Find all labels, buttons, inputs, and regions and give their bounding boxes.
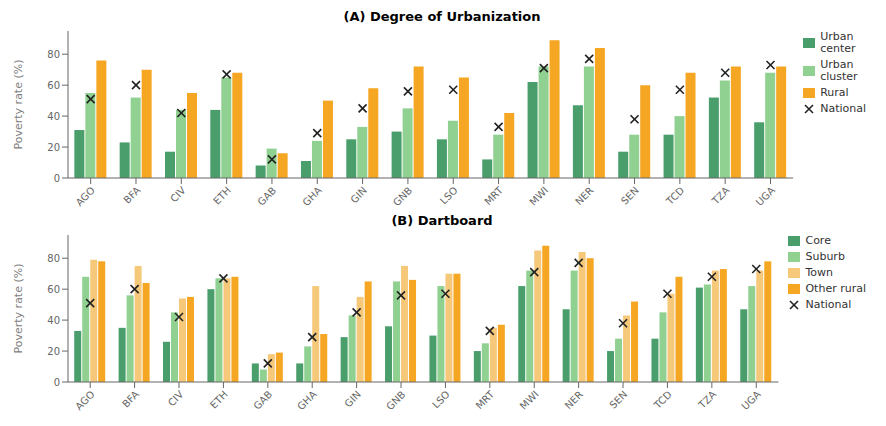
html-text:(A) Degree of Urbanization: (A) Degree of Urbanization xyxy=(343,9,541,24)
svg-text:GIN: GIN xyxy=(342,389,363,410)
svg-text:20: 20 xyxy=(47,346,60,357)
svg-text:80: 80 xyxy=(47,253,60,264)
svg-text:TZA: TZA xyxy=(696,389,719,412)
svg-text:LSO: LSO xyxy=(438,185,460,207)
svg-text:BFA: BFA xyxy=(122,185,143,206)
svg-text:MRT: MRT xyxy=(474,388,497,411)
svg-text:Poverty rate (%): Poverty rate (%) xyxy=(12,264,25,354)
svg-text:GHA: GHA xyxy=(300,185,324,209)
html-text:Suburb: Suburb xyxy=(805,250,845,263)
svg-text:LSO: LSO xyxy=(430,389,452,411)
svg-text:MRT: MRT xyxy=(482,184,505,207)
svg-text:40: 40 xyxy=(47,111,60,122)
svg-text:GAB: GAB xyxy=(255,185,278,208)
svg-text:40: 40 xyxy=(47,315,60,326)
svg-text:AGO: AGO xyxy=(74,185,98,209)
svg-text:80: 80 xyxy=(47,49,60,60)
svg-text:SEN: SEN xyxy=(607,389,629,411)
svg-text:AGO: AGO xyxy=(73,389,97,413)
svg-text:TZA: TZA xyxy=(709,185,732,208)
svg-text:BFA: BFA xyxy=(120,389,141,410)
svg-text:GNB: GNB xyxy=(384,389,407,412)
svg-text:CIV: CIV xyxy=(168,185,188,205)
svg-text:MWI: MWI xyxy=(527,185,550,208)
svg-text:GAB: GAB xyxy=(251,389,274,412)
svg-text:GNB: GNB xyxy=(391,185,414,208)
svg-text:NER: NER xyxy=(563,389,585,411)
html-text:Core: Core xyxy=(805,234,831,247)
html-text:National: National xyxy=(820,102,866,115)
svg-text:SEN: SEN xyxy=(619,185,641,207)
html-text:Urban center: Urban center xyxy=(820,30,856,55)
svg-text:ETH: ETH xyxy=(211,185,233,207)
svg-text:GIN: GIN xyxy=(348,185,369,206)
html-text:Urban cluster: Urban cluster xyxy=(820,58,858,83)
html-text:Other rural: Other rural xyxy=(805,282,866,295)
svg-text:0: 0 xyxy=(54,173,60,184)
html-text:National: National xyxy=(805,298,852,311)
svg-text:CIV: CIV xyxy=(166,389,186,409)
svg-text:ETH: ETH xyxy=(208,389,230,411)
html-text:Rural: Rural xyxy=(820,86,849,99)
svg-text:GHA: GHA xyxy=(295,389,319,413)
html-text:(B) Dartboard: (B) Dartboard xyxy=(391,213,493,228)
svg-text:UGA: UGA xyxy=(739,389,762,412)
svg-text:MWI: MWI xyxy=(518,389,541,412)
svg-text:TCD: TCD xyxy=(651,388,674,411)
svg-text:60: 60 xyxy=(47,80,60,91)
svg-text:Poverty rate (%): Poverty rate (%) xyxy=(12,60,25,150)
svg-text:0: 0 xyxy=(54,377,60,388)
html-text:Town: Town xyxy=(805,266,833,279)
svg-text:UGA: UGA xyxy=(754,185,777,208)
svg-text:20: 20 xyxy=(47,142,60,153)
svg-text:60: 60 xyxy=(47,284,60,295)
svg-text:NER: NER xyxy=(573,185,595,207)
svg-text:TCD: TCD xyxy=(664,184,687,207)
